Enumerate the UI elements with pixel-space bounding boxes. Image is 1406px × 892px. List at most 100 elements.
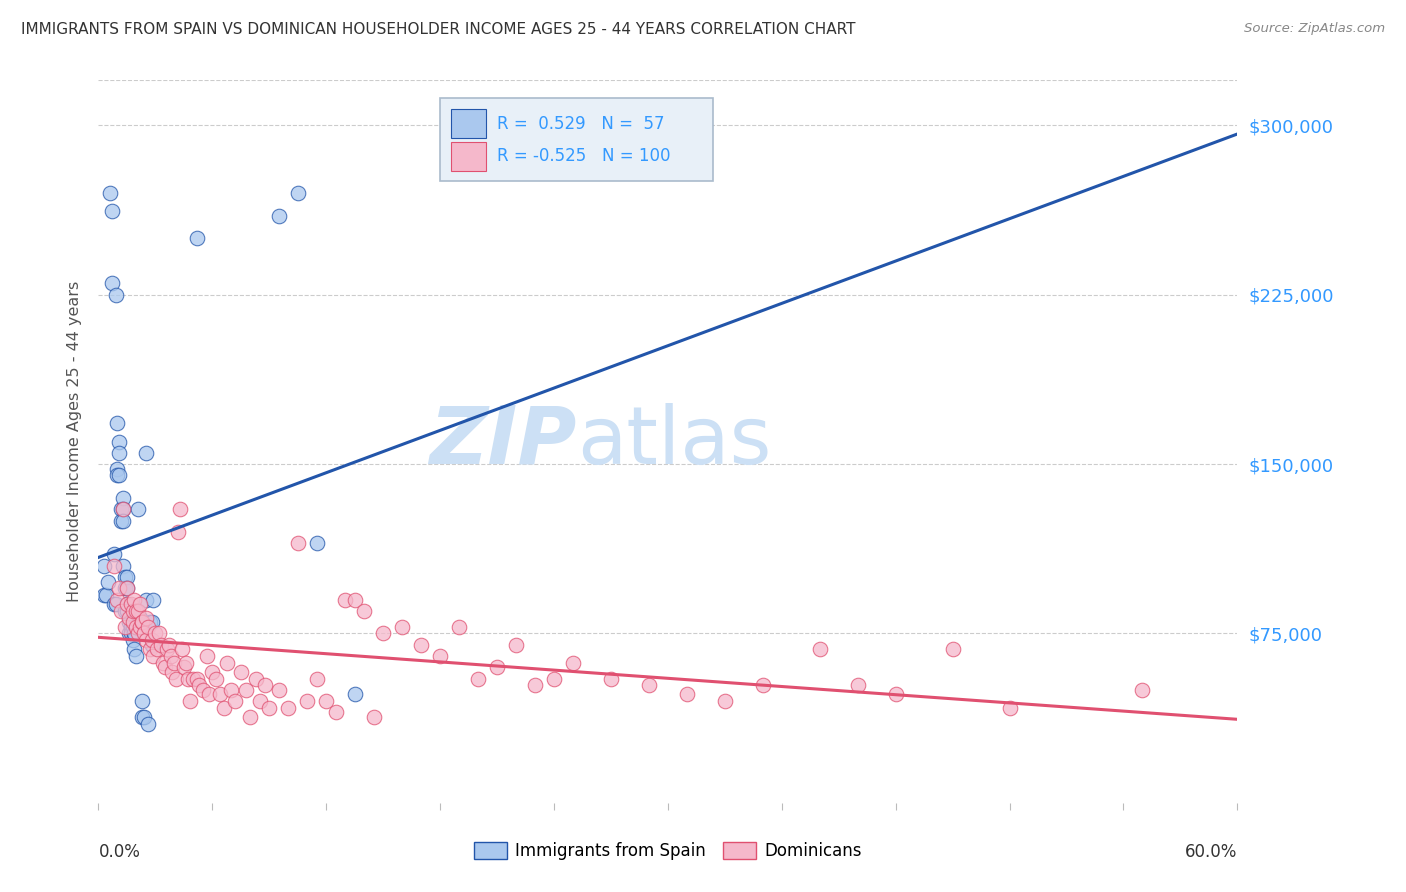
Point <box>124 626 146 640</box>
Point <box>186 672 208 686</box>
Point <box>120 597 142 611</box>
Point <box>114 620 136 634</box>
Point <box>224 694 246 708</box>
Point <box>115 570 138 584</box>
Point <box>162 665 184 679</box>
Point <box>998 701 1021 715</box>
Point <box>115 597 138 611</box>
Text: R = -0.525   N = 100: R = -0.525 N = 100 <box>498 147 671 165</box>
Point <box>115 597 138 611</box>
Text: atlas: atlas <box>576 402 770 481</box>
Legend: Immigrants from Spain, Dominicans: Immigrants from Spain, Dominicans <box>467 835 869 867</box>
Point <box>163 656 186 670</box>
Point <box>112 514 135 528</box>
Point <box>173 660 195 674</box>
Point <box>121 620 143 634</box>
Point <box>138 642 160 657</box>
Point <box>191 682 214 697</box>
Point <box>131 710 153 724</box>
Point <box>335 592 357 607</box>
Point <box>600 672 623 686</box>
Point <box>267 682 290 697</box>
Point <box>135 592 157 607</box>
Point <box>127 626 149 640</box>
Point <box>121 633 143 648</box>
Point <box>136 716 159 731</box>
Point <box>120 626 142 640</box>
Y-axis label: Householder Income Ages 25 - 44 years: Householder Income Ages 25 - 44 years <box>67 281 83 602</box>
Point <box>449 620 471 634</box>
Point <box>676 687 699 701</box>
Point <box>205 672 228 686</box>
Point <box>176 672 198 686</box>
Point <box>131 694 153 708</box>
Point <box>884 687 907 701</box>
Point <box>363 710 385 724</box>
Point <box>129 620 152 634</box>
Point <box>125 604 148 618</box>
Point <box>808 642 831 657</box>
Point <box>107 592 129 607</box>
Point <box>411 638 433 652</box>
Point <box>112 491 135 505</box>
Point <box>110 514 132 528</box>
Point <box>93 588 115 602</box>
Point <box>277 701 299 715</box>
Point <box>150 638 173 652</box>
Point <box>135 446 157 460</box>
FancyBboxPatch shape <box>451 109 485 138</box>
Point <box>125 620 148 634</box>
Point <box>114 582 136 596</box>
Text: 60.0%: 60.0% <box>1185 843 1237 861</box>
Point <box>112 502 135 516</box>
Point <box>305 672 328 686</box>
Point <box>121 604 143 618</box>
Point <box>129 597 152 611</box>
Point <box>157 638 180 652</box>
Point <box>259 701 281 715</box>
Point <box>714 694 737 708</box>
Point <box>129 610 152 624</box>
Point <box>239 710 262 724</box>
Point <box>104 597 127 611</box>
Point <box>104 287 127 301</box>
Point <box>142 592 165 607</box>
Point <box>167 524 190 539</box>
Point <box>186 231 208 245</box>
Point <box>146 642 169 657</box>
Point <box>942 642 965 657</box>
Point <box>115 604 138 618</box>
Point <box>254 678 277 692</box>
Point <box>93 558 115 573</box>
Point <box>100 277 122 291</box>
Text: IMMIGRANTS FROM SPAIN VS DOMINICAN HOUSEHOLDER INCOME AGES 25 - 44 YEARS CORRELA: IMMIGRANTS FROM SPAIN VS DOMINICAN HOUSE… <box>21 22 856 37</box>
Point <box>562 656 585 670</box>
Point <box>114 604 136 618</box>
Point <box>343 687 366 701</box>
Point <box>638 678 661 692</box>
Point <box>201 665 224 679</box>
FancyBboxPatch shape <box>440 98 713 181</box>
Point <box>156 642 179 657</box>
Point <box>124 592 146 607</box>
Point <box>114 570 136 584</box>
Point <box>115 582 138 596</box>
Point <box>1132 682 1154 697</box>
Point <box>505 638 527 652</box>
Point <box>297 694 319 708</box>
Point <box>131 615 153 630</box>
Point <box>112 558 135 573</box>
Point <box>325 706 347 720</box>
Point <box>145 626 167 640</box>
Point <box>169 502 191 516</box>
Point <box>118 610 141 624</box>
Point <box>188 678 211 692</box>
Text: Source: ZipAtlas.com: Source: ZipAtlas.com <box>1244 22 1385 36</box>
Point <box>120 620 142 634</box>
Point <box>229 665 252 679</box>
Point <box>112 502 135 516</box>
Point <box>391 620 413 634</box>
Point <box>142 648 165 663</box>
Point <box>287 186 309 201</box>
Point <box>183 672 205 686</box>
